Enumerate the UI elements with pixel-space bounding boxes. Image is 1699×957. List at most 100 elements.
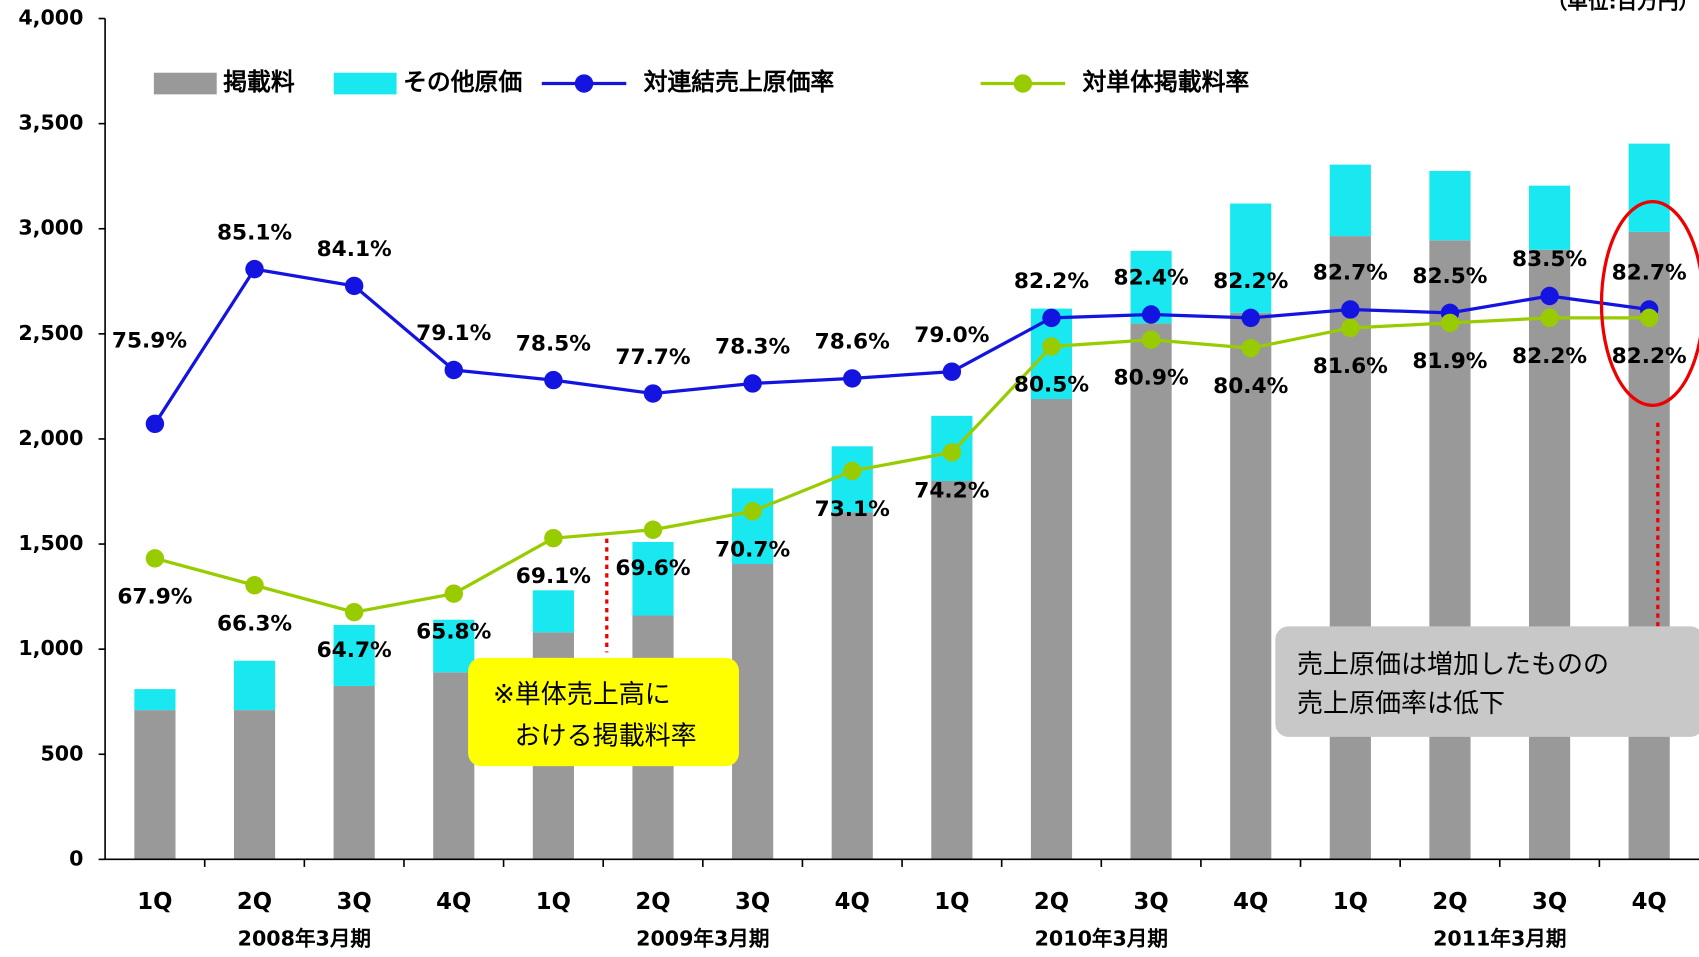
note-box	[468, 657, 739, 767]
line-point	[444, 584, 463, 603]
data-label: 82.2%	[1213, 269, 1288, 294]
note-text: ※単体売上高に	[493, 680, 671, 710]
legend-label: 対連結売上原価率	[644, 68, 835, 96]
y-tick-label: 2,000	[18, 426, 83, 450]
bar-segment	[1628, 143, 1670, 232]
data-label: 78.6%	[815, 330, 890, 355]
data-label: 70.7%	[715, 537, 790, 562]
line-point	[743, 374, 762, 393]
bar-segment	[1528, 249, 1571, 860]
group-label: 2011年3月期	[1433, 927, 1566, 951]
data-label: 78.5%	[516, 331, 591, 356]
line-point	[843, 369, 862, 388]
line-point	[1341, 300, 1360, 319]
x-tick-label: 4Q	[835, 889, 870, 915]
y-tick-label: 0	[69, 846, 83, 870]
group-label: 2009年3月期	[636, 927, 769, 951]
bar-segment	[233, 660, 276, 711]
data-label: 82.5%	[1412, 264, 1487, 289]
note-text: おける掲載料率	[515, 721, 697, 751]
line-series	[154, 316, 1650, 614]
line-point	[1639, 308, 1659, 328]
bar-segment	[233, 710, 276, 860]
data-label: 81.9%	[1412, 349, 1487, 374]
x-tick-label: 1Q	[1333, 889, 1368, 915]
line-series	[153, 267, 1650, 425]
highlight-ellipse	[1599, 200, 1699, 407]
data-label: 69.6%	[615, 556, 690, 581]
line-point	[843, 461, 862, 481]
data-label: 82.2%	[1512, 344, 1587, 369]
line-point	[1042, 337, 1061, 356]
bar-segment	[931, 480, 973, 860]
line-point	[743, 502, 762, 521]
group-label: 2008年3月期	[238, 927, 371, 951]
line-point	[1141, 305, 1161, 324]
note-box	[1275, 626, 1699, 737]
y-tick-label: 500	[40, 741, 83, 765]
bar-segment	[134, 710, 176, 860]
x-tick-label: 2Q	[237, 889, 272, 915]
note-text: 売上原価は増加したものの	[1297, 650, 1609, 680]
bar-segment	[433, 619, 475, 673]
bar-segment	[1130, 323, 1172, 860]
legend-label: 対単体掲載料率	[1082, 68, 1249, 96]
line-point	[1540, 308, 1559, 328]
data-label: 82.2%	[1612, 344, 1687, 369]
bar-segment	[1528, 185, 1571, 250]
line-point	[344, 602, 364, 622]
bar-segment	[532, 590, 574, 633]
data-label: 80.5%	[1014, 372, 1089, 397]
data-label: 82.2%	[1014, 269, 1089, 294]
line-point	[245, 259, 264, 279]
data-label: 81.6%	[1313, 354, 1388, 379]
data-label: 66.3%	[217, 611, 292, 636]
line-point	[942, 443, 962, 462]
data-label: 78.3%	[715, 335, 790, 360]
data-label: 75.9%	[112, 328, 187, 353]
line-point	[245, 576, 264, 595]
data-label: 65.8%	[416, 620, 491, 645]
x-tick-label: 1Q	[137, 889, 172, 915]
unit-label: （単位:百万円）	[1547, 0, 1699, 13]
y-tick-label: 4,000	[18, 6, 83, 30]
bar-segment	[433, 672, 475, 860]
x-tick-label: 1Q	[934, 889, 969, 915]
x-tick-label: 4Q	[436, 889, 471, 915]
legend-swatch	[153, 72, 217, 95]
bar-segment	[1329, 164, 1371, 237]
x-tick-label: 3Q	[1532, 889, 1567, 915]
data-label: 79.0%	[914, 323, 989, 348]
line-point	[544, 370, 563, 390]
legend-swatch	[333, 72, 397, 95]
x-tick-label: 2Q	[1034, 889, 1069, 915]
line-point	[643, 384, 663, 403]
data-label: 73.1%	[815, 497, 890, 522]
bar-segment	[1628, 231, 1670, 860]
data-label: 82.7%	[1612, 261, 1687, 286]
bar-segment	[1230, 203, 1272, 313]
bar-segment	[134, 689, 176, 711]
line-point	[1141, 330, 1161, 349]
bar-segment	[1030, 399, 1073, 860]
data-label: 84.1%	[317, 237, 392, 262]
data-label: 80.4%	[1213, 374, 1288, 399]
note-text: 売上原価率は低下	[1297, 689, 1505, 719]
legend-label: 掲載料	[223, 68, 295, 96]
x-tick-label: 2Q	[635, 889, 670, 915]
data-label: 69.1%	[516, 564, 591, 589]
line-point	[145, 549, 165, 568]
line-point	[145, 414, 165, 434]
data-label: 80.9%	[1114, 366, 1189, 391]
bar-segment	[1429, 170, 1471, 241]
y-tick-label: 1,000	[18, 636, 83, 660]
x-tick-label: 3Q	[735, 889, 770, 915]
y-tick-label: 3,000	[18, 216, 83, 240]
line-point	[344, 276, 364, 296]
line-point	[1042, 308, 1061, 328]
bar-segment	[1429, 240, 1471, 860]
bar-segment	[732, 488, 774, 565]
line-point	[643, 520, 663, 539]
bar-segment	[831, 512, 873, 860]
